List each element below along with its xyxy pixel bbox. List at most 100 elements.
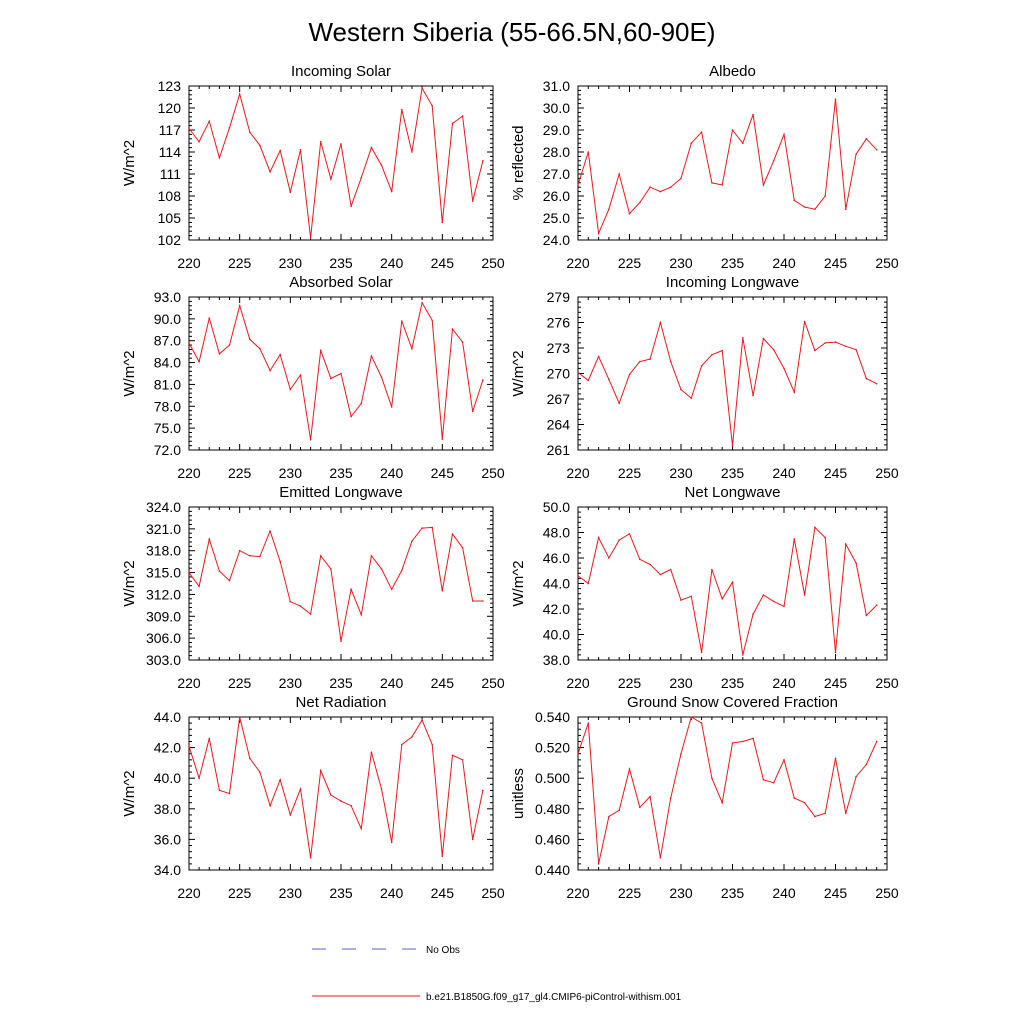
- panel-net-radiation: Net Radiation W/m^2 220 225 230 235 240 245 250 3…: [121, 694, 505, 901]
- data-point: [618, 809, 620, 812]
- data-point: [401, 743, 403, 746]
- panel-title: Net Radiation: [296, 694, 387, 711]
- data-point: [188, 571, 190, 574]
- y-tick-label: 105: [158, 210, 182, 226]
- data-point: [228, 792, 231, 795]
- y-tick-label: 27.0: [543, 166, 570, 182]
- y-tick-label: 123: [158, 78, 182, 94]
- data-point: [340, 640, 342, 642]
- data-point: [772, 348, 775, 351]
- data-point: [249, 338, 251, 341]
- data-point: [441, 438, 444, 440]
- data-point: [431, 319, 434, 322]
- data-point: [649, 186, 651, 188]
- data-point: [628, 212, 631, 215]
- x-tick-label: 225: [618, 255, 642, 271]
- x-tick-label: 225: [618, 885, 642, 901]
- x-tick-label: 230: [669, 255, 693, 271]
- data-point: [319, 769, 322, 772]
- y-tick-label: 0.440: [535, 862, 570, 878]
- data-point: [411, 736, 413, 738]
- data-point: [401, 320, 403, 322]
- data-point: [208, 737, 211, 740]
- x-tick-label: 230: [669, 885, 693, 901]
- data-point: [845, 543, 847, 545]
- panel-title: Absorbed Solar: [289, 274, 392, 291]
- data-point: [762, 778, 765, 781]
- panel-ground-snow-covered-fraction: Ground Snow Covered Fraction unitless 220 2…: [510, 694, 899, 901]
- data-point: [680, 177, 682, 180]
- panel-net-longwave: Net Longwave W/m^2 220 225 230 235 240 245 250 38…: [510, 484, 899, 691]
- data-point: [340, 800, 342, 802]
- y-tick-label: 40.0: [543, 627, 570, 643]
- data-point: [259, 144, 261, 147]
- data-point: [659, 573, 662, 576]
- data-point: [845, 345, 847, 348]
- data-point: [824, 812, 826, 815]
- x-tick-label: 235: [329, 255, 353, 271]
- data-point: [875, 382, 878, 385]
- y-tick-label: 44.0: [154, 709, 181, 725]
- y-tick-label: 102: [158, 232, 182, 248]
- y-tick-label: 270: [547, 366, 571, 382]
- data-point: [421, 719, 423, 721]
- data-point: [834, 651, 837, 654]
- y-tick-label: 318.0: [146, 543, 181, 559]
- data-point: [431, 105, 434, 107]
- data-point: [742, 654, 744, 656]
- y-tick-label: 87.0: [154, 333, 181, 349]
- data-point: [380, 164, 383, 166]
- data-point: [259, 771, 261, 773]
- data-point: [340, 143, 342, 145]
- y-tick-label: 72.0: [154, 442, 181, 458]
- x-tick-label: 250: [875, 465, 899, 481]
- data-point: [597, 355, 600, 358]
- data-point: [451, 533, 454, 535]
- y-tick-label: 29.0: [543, 122, 570, 138]
- data-point: [793, 797, 796, 799]
- data-point: [411, 540, 413, 542]
- data-point: [299, 149, 302, 151]
- data-point: [669, 568, 672, 571]
- y-tick-label: 31.0: [543, 78, 570, 94]
- data-point: [608, 208, 610, 210]
- data-point: [198, 777, 200, 779]
- data-point: [772, 160, 775, 162]
- y-axis-label: % reflected: [510, 125, 527, 200]
- data-point: [834, 98, 837, 100]
- data-point: [814, 349, 816, 352]
- data-point: [855, 153, 857, 155]
- data-point: [350, 415, 352, 418]
- y-axis-label: W/m^2: [510, 350, 527, 396]
- y-tick-label: 114: [159, 144, 182, 160]
- panel-title: Incoming Solar: [291, 63, 391, 80]
- y-tick-label: 38.0: [154, 801, 181, 817]
- y-tick-label: 42.0: [154, 740, 181, 756]
- data-point: [587, 582, 590, 585]
- data-point: [700, 365, 703, 367]
- y-tick-label: 0.480: [535, 801, 570, 817]
- data-point: [269, 369, 271, 372]
- x-tick-label: 245: [824, 255, 848, 271]
- x-tick-label: 240: [772, 885, 796, 901]
- data-point: [608, 815, 610, 818]
- data-point: [228, 344, 231, 346]
- y-tick-label: 108: [158, 188, 182, 204]
- data-point: [824, 195, 826, 197]
- data-point: [597, 863, 600, 865]
- data-point: [198, 140, 200, 143]
- plot-frame: [188, 506, 494, 661]
- data-point: [855, 348, 857, 351]
- y-tick-label: 0.460: [535, 831, 570, 847]
- data-point: [441, 221, 444, 224]
- data-point: [731, 445, 734, 447]
- data-point: [772, 600, 775, 603]
- data-point: [700, 722, 703, 724]
- y-tick-label: 309.0: [146, 608, 181, 624]
- data-point: [421, 87, 423, 89]
- data-point: [834, 341, 837, 343]
- data-point: [421, 302, 423, 304]
- data-point: [218, 789, 221, 792]
- panel-absorbed-solar: Absorbed Solar W/m^2 220 225 230 235 240 245 250…: [121, 274, 505, 481]
- data-point: [299, 374, 302, 376]
